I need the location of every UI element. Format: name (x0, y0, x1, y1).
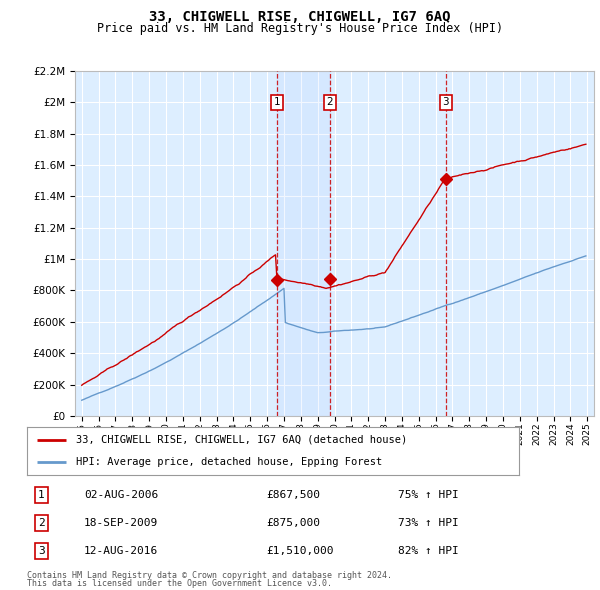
Text: 2: 2 (326, 97, 333, 107)
Text: 33, CHIGWELL RISE, CHIGWELL, IG7 6AQ (detached house): 33, CHIGWELL RISE, CHIGWELL, IG7 6AQ (de… (76, 435, 407, 445)
Text: 18-SEP-2009: 18-SEP-2009 (84, 518, 158, 527)
Text: Contains HM Land Registry data © Crown copyright and database right 2024.: Contains HM Land Registry data © Crown c… (27, 571, 392, 579)
Text: 73% ↑ HPI: 73% ↑ HPI (398, 518, 458, 527)
Bar (277, 71, 330, 416)
Text: Price paid vs. HM Land Registry's House Price Index (HPI): Price paid vs. HM Land Registry's House … (97, 22, 503, 35)
Text: £867,500: £867,500 (266, 490, 320, 500)
Text: 75% ↑ HPI: 75% ↑ HPI (398, 490, 458, 500)
Text: 2: 2 (38, 518, 44, 527)
Text: £875,000: £875,000 (266, 518, 320, 527)
Text: 82% ↑ HPI: 82% ↑ HPI (398, 546, 458, 556)
Text: 3: 3 (443, 97, 449, 107)
Text: 1: 1 (38, 490, 44, 500)
Text: 3: 3 (38, 546, 44, 556)
Text: 1: 1 (274, 97, 280, 107)
Text: £1,510,000: £1,510,000 (266, 546, 334, 556)
Text: HPI: Average price, detached house, Epping Forest: HPI: Average price, detached house, Eppi… (76, 457, 382, 467)
Text: 02-AUG-2006: 02-AUG-2006 (84, 490, 158, 500)
Text: 12-AUG-2016: 12-AUG-2016 (84, 546, 158, 556)
Text: This data is licensed under the Open Government Licence v3.0.: This data is licensed under the Open Gov… (27, 579, 332, 588)
Text: 33, CHIGWELL RISE, CHIGWELL, IG7 6AQ: 33, CHIGWELL RISE, CHIGWELL, IG7 6AQ (149, 10, 451, 24)
